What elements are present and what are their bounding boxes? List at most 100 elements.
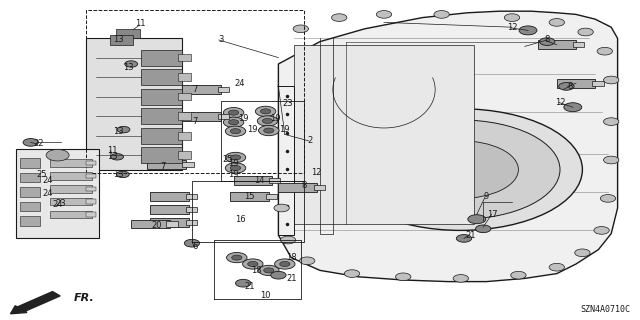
Circle shape bbox=[118, 35, 131, 42]
Circle shape bbox=[275, 259, 295, 269]
Bar bbox=[86, 212, 96, 217]
Circle shape bbox=[559, 83, 574, 90]
Text: 18: 18 bbox=[251, 266, 261, 275]
Text: 21: 21 bbox=[465, 231, 476, 240]
Circle shape bbox=[468, 215, 486, 224]
Text: 10: 10 bbox=[260, 292, 271, 300]
Bar bbox=[141, 89, 182, 105]
Text: 3: 3 bbox=[218, 36, 223, 44]
Bar bbox=[50, 185, 92, 193]
Bar bbox=[150, 205, 189, 214]
Bar bbox=[16, 149, 99, 238]
Text: 13: 13 bbox=[113, 170, 124, 179]
Circle shape bbox=[456, 235, 472, 242]
Text: 9: 9 bbox=[484, 192, 489, 201]
Circle shape bbox=[264, 128, 274, 133]
Circle shape bbox=[271, 271, 286, 279]
Circle shape bbox=[227, 252, 247, 263]
Bar bbox=[182, 162, 194, 167]
Text: 21: 21 bbox=[286, 274, 296, 283]
Circle shape bbox=[434, 11, 449, 18]
Circle shape bbox=[504, 14, 520, 21]
Circle shape bbox=[604, 76, 619, 84]
Circle shape bbox=[225, 163, 246, 173]
Text: 7: 7 bbox=[161, 162, 166, 171]
Bar bbox=[50, 198, 92, 205]
Circle shape bbox=[236, 279, 251, 287]
Circle shape bbox=[332, 14, 347, 21]
Bar bbox=[50, 172, 92, 180]
Bar bbox=[150, 192, 189, 201]
Text: 19: 19 bbox=[228, 159, 239, 168]
Bar bbox=[166, 221, 178, 227]
Text: 24: 24 bbox=[43, 189, 53, 198]
Circle shape bbox=[511, 271, 526, 279]
Circle shape bbox=[362, 120, 560, 219]
Bar bbox=[20, 173, 40, 182]
Circle shape bbox=[243, 259, 263, 269]
Text: 7: 7 bbox=[193, 117, 198, 126]
Bar bbox=[178, 73, 191, 81]
Bar bbox=[186, 220, 197, 225]
Bar bbox=[20, 216, 40, 226]
Circle shape bbox=[300, 257, 315, 265]
Bar bbox=[230, 192, 269, 201]
Bar bbox=[182, 85, 221, 94]
Bar bbox=[150, 218, 189, 227]
Circle shape bbox=[232, 255, 242, 260]
Bar bbox=[20, 202, 40, 211]
Bar bbox=[592, 81, 604, 86]
Bar bbox=[20, 158, 40, 168]
Text: 8: 8 bbox=[301, 181, 307, 190]
Circle shape bbox=[46, 149, 69, 161]
Text: 19: 19 bbox=[228, 170, 239, 179]
Bar bbox=[86, 174, 96, 178]
Text: 13: 13 bbox=[107, 152, 117, 161]
Text: 23: 23 bbox=[283, 100, 293, 108]
Text: 23: 23 bbox=[56, 199, 66, 208]
Bar bbox=[50, 159, 92, 167]
Text: 18: 18 bbox=[286, 253, 296, 262]
Text: 13: 13 bbox=[113, 127, 124, 136]
Text: 19: 19 bbox=[248, 125, 258, 134]
Circle shape bbox=[549, 19, 564, 26]
Bar bbox=[218, 114, 229, 119]
Bar bbox=[20, 187, 40, 197]
Bar bbox=[218, 87, 229, 92]
Bar bbox=[573, 42, 584, 47]
Circle shape bbox=[228, 110, 239, 115]
Bar bbox=[294, 45, 474, 224]
Circle shape bbox=[344, 270, 360, 277]
Text: 12: 12 bbox=[507, 23, 517, 32]
Circle shape bbox=[280, 236, 296, 244]
Bar bbox=[86, 199, 96, 204]
Bar bbox=[141, 128, 182, 144]
Circle shape bbox=[230, 155, 241, 160]
Polygon shape bbox=[278, 11, 618, 282]
Circle shape bbox=[223, 117, 244, 127]
Circle shape bbox=[594, 227, 609, 234]
Bar bbox=[50, 211, 92, 218]
Text: 15: 15 bbox=[244, 192, 255, 201]
Circle shape bbox=[476, 225, 491, 233]
Text: 25: 25 bbox=[222, 156, 232, 164]
Text: 2: 2 bbox=[308, 136, 313, 145]
Text: 19: 19 bbox=[270, 114, 280, 123]
Text: 8: 8 bbox=[545, 36, 550, 44]
Text: 19: 19 bbox=[280, 125, 290, 134]
Circle shape bbox=[274, 204, 289, 212]
Text: 17: 17 bbox=[488, 210, 498, 219]
Bar bbox=[269, 178, 280, 183]
Circle shape bbox=[223, 108, 244, 118]
Circle shape bbox=[257, 116, 278, 126]
Bar bbox=[314, 185, 325, 190]
Circle shape bbox=[23, 139, 38, 146]
Text: 24: 24 bbox=[43, 176, 53, 185]
Text: SZN4A0710C: SZN4A0710C bbox=[580, 305, 630, 314]
Circle shape bbox=[230, 165, 241, 171]
Bar bbox=[110, 35, 133, 45]
Circle shape bbox=[293, 25, 308, 33]
Bar bbox=[182, 112, 221, 121]
Text: 6: 6 bbox=[193, 242, 198, 251]
Circle shape bbox=[339, 109, 582, 230]
